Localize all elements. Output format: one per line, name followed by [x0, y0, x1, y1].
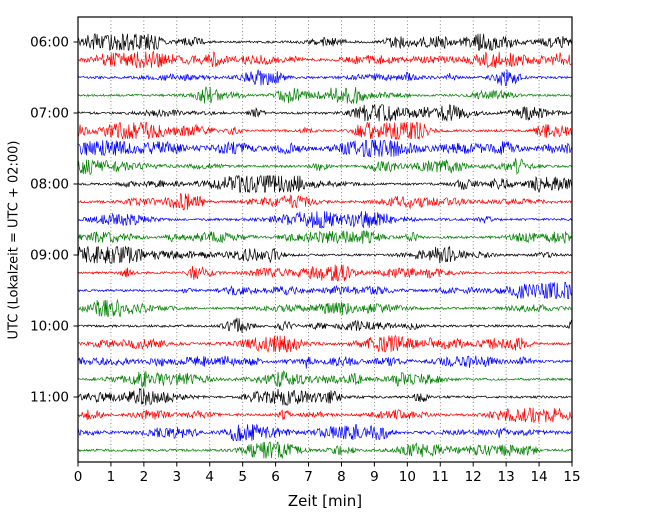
x-tick-label: 13: [498, 469, 515, 485]
seismogram-trace-0700-2: [77, 139, 573, 158]
y-tick-label: 06:00: [30, 35, 69, 51]
x-tick-label: 3: [173, 469, 182, 485]
x-tick-label: 15: [563, 469, 580, 485]
seismogram-trace-0900-2: [77, 281, 573, 300]
seismogram-trace-1000-2: [77, 355, 573, 369]
x-tick-label: 5: [238, 469, 247, 485]
seismogram-trace-0600-1: [77, 50, 573, 69]
x-tick-label: 7: [304, 469, 313, 485]
seismogram-trace-1000-3: [77, 370, 573, 388]
y-tick-label: 08:00: [30, 177, 69, 193]
seismogram-trace-1100-0: [77, 387, 573, 406]
seismogram-trace-0600-0: [77, 33, 573, 52]
x-tick-label: 9: [370, 469, 379, 485]
seismogram-trace-0700-3: [77, 158, 573, 176]
seismogram-trace-0800-0: [77, 175, 573, 193]
seismogram-trace-0800-1: [77, 193, 573, 211]
y-tick-label: 07:00: [30, 106, 69, 122]
y-tick-label: 10:00: [30, 319, 69, 335]
seismogram-trace-1100-1: [77, 407, 573, 423]
seismogram-trace-1000-1: [77, 334, 573, 354]
seismogram-trace-1100-3: [77, 441, 573, 459]
x-tick-label: 0: [74, 469, 83, 485]
seismogram-trace-1000-0: [77, 317, 573, 333]
seismogram-trace-1100-2: [77, 423, 573, 442]
seismogram-trace-0900-1: [77, 264, 573, 282]
x-tick-label: 8: [337, 469, 346, 485]
plot-border: [77, 16, 573, 463]
seismogram-trace-0700-0: [77, 103, 573, 122]
x-tick-label: 12: [465, 469, 482, 485]
seismogram-trace-0900-0: [77, 245, 573, 264]
y-tick-label: 11:00: [30, 390, 69, 406]
x-tick-label: 11: [432, 469, 449, 485]
seismogram-trace-0600-3: [77, 85, 573, 104]
x-tick-label: 10: [399, 469, 416, 485]
y-tick-label: 09:00: [30, 248, 69, 264]
seismogram-trace-0600-2: [77, 69, 573, 87]
x-tick-label: 6: [271, 469, 280, 485]
seismogram-trace-0800-3: [77, 230, 573, 245]
seismogram-trace-0800-2: [77, 211, 573, 229]
x-tick-label: 4: [205, 469, 214, 485]
x-tick-label: 1: [107, 469, 116, 485]
x-axis-label: Zeit [min]: [287, 492, 363, 510]
seismogram-trace-0700-1: [77, 121, 573, 140]
x-tick-label: 14: [530, 469, 547, 485]
seismogram-trace-0900-3: [77, 298, 573, 317]
x-tick-label: 2: [140, 469, 149, 485]
